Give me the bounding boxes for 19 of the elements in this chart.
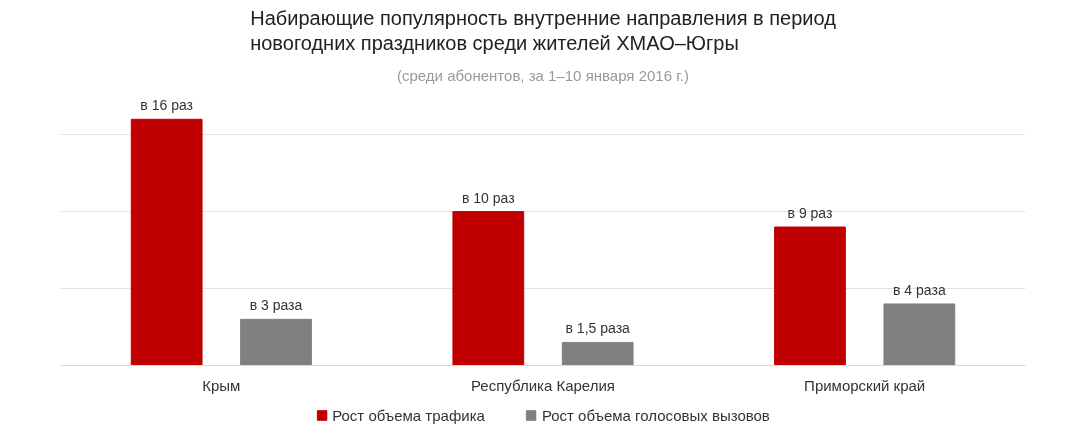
bar [561,341,634,366]
bar [883,303,956,366]
bar [774,226,846,366]
legend-label: Рост объема голосовых вызовов [541,406,770,424]
bar [240,318,312,366]
data-label: в 10 раз [462,189,515,206]
data-label: в 4 раза [893,281,946,298]
x-tick-label: Крым [202,376,241,394]
chart-subtitle: (среди абонентов, за 1–10 января 2016 г.) [397,66,689,84]
data-label: в 16 раз [140,97,193,114]
x-tick-label: Республика Карелия [471,376,615,394]
data-label: в 3 раза [249,297,303,314]
x-tick-label: Приморский край [804,376,926,394]
data-label: в 9 раз [787,205,833,221]
data-label: в 1,5 раза [565,320,631,337]
chart-title: Набирающие популярность внутренние направления в период новогодних праздников среди жителей ХМАО–Югры [250,7,837,55]
bar [130,118,203,366]
legend-label: Рост объема трафика [332,406,485,424]
bar [452,211,525,366]
